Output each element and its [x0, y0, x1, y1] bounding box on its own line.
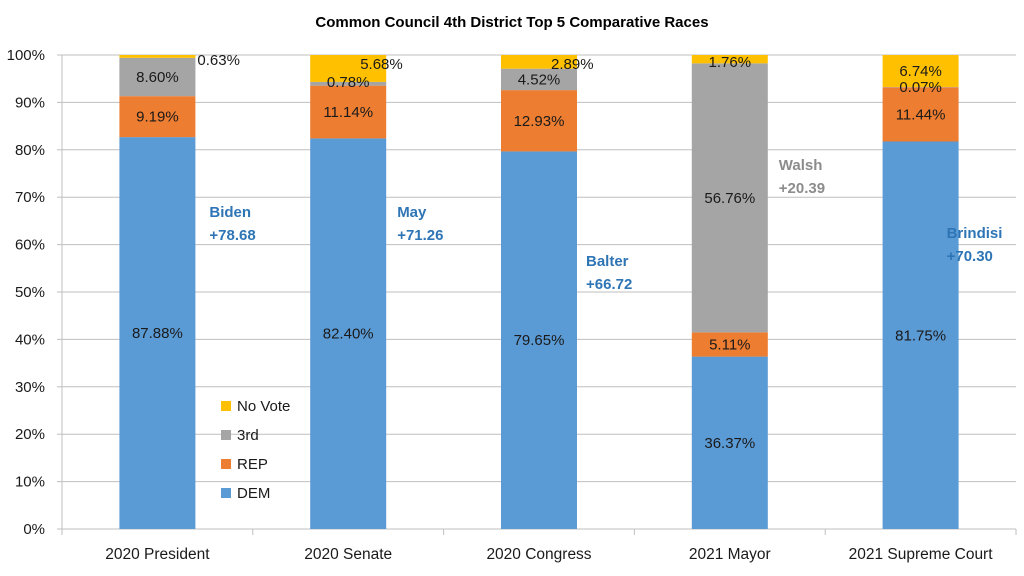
- annotation-winner-name: Biden: [209, 204, 251, 221]
- bar-segment-dem: [691, 356, 768, 529]
- y-tick-label: 70%: [15, 189, 45, 206]
- bar-segment-rep: [501, 90, 577, 152]
- data-label: 0.07%: [899, 79, 942, 96]
- legend: No Vote 3rd REP DEM: [221, 398, 290, 502]
- data-label: 4.52%: [518, 71, 561, 88]
- legend-swatch-no-vote: [221, 401, 231, 411]
- annotation-winner-name: Balter: [586, 253, 629, 270]
- data-label: 2.89%: [551, 56, 594, 73]
- y-tick-label: 100%: [7, 47, 45, 64]
- annotation-winner-margin: +71.26: [397, 227, 443, 244]
- bar-segment-rep: [882, 87, 959, 142]
- bar-segment-rep: [310, 85, 387, 139]
- data-label: 6.74%: [899, 63, 942, 80]
- data-label: 5.68%: [360, 56, 403, 73]
- legend-swatch-3rd: [221, 430, 231, 440]
- legend-swatch-rep: [221, 459, 231, 469]
- bar-segment-dem: [310, 138, 387, 529]
- annotation-winner-name: May: [397, 204, 427, 221]
- data-label: 82.40%: [323, 326, 374, 343]
- bar-segment-3rd: [119, 57, 196, 97]
- y-tick-label: 0%: [23, 521, 45, 538]
- x-tick-label: 2020 President: [105, 546, 210, 563]
- bar-segment-dem: [119, 137, 196, 529]
- legend-label: DEM: [237, 485, 270, 502]
- legend-label: REP: [237, 456, 268, 473]
- bar-segment-rep: [119, 96, 196, 138]
- x-tick-label: 2021 Supreme Court: [849, 546, 994, 563]
- annotation-winner-margin: +70.30: [947, 248, 993, 265]
- annotation-winner-name: Brindisi: [947, 225, 1003, 242]
- x-tick-label: 2020 Congress: [486, 546, 591, 563]
- y-tick-label: 60%: [15, 237, 45, 254]
- y-tick-label: 80%: [15, 142, 45, 159]
- y-tick-label: 20%: [15, 426, 45, 443]
- data-label: 1.76%: [709, 54, 752, 71]
- legend-label: 3rd: [237, 427, 259, 444]
- y-tick-label: 50%: [15, 284, 45, 301]
- bar-segment-no-vote: [882, 55, 959, 87]
- legend-swatch-dem: [221, 488, 231, 498]
- data-label: 5.11%: [709, 336, 750, 353]
- bar-segment-no-vote: [310, 55, 387, 82]
- legend-label: No Vote: [237, 398, 290, 415]
- bar-segment-dem: [882, 141, 959, 529]
- bar-segment-rep: [691, 332, 768, 357]
- y-tick-label: 40%: [15, 331, 45, 348]
- bar-segment-3rd: [501, 68, 577, 91]
- data-labels: 87.88%9.19%8.60%0.63%82.40%11.14%0.78%5.…: [132, 52, 946, 452]
- y-tick-label: 90%: [15, 94, 45, 111]
- annotation-winner-margin: +20.39: [779, 180, 825, 197]
- y-tick-label: 30%: [15, 379, 45, 396]
- data-label: 8.60%: [136, 69, 179, 86]
- x-tick-label: 2020 Senate: [304, 546, 392, 563]
- data-label: 12.93%: [514, 113, 565, 130]
- annotation-winner-name: Walsh: [779, 157, 823, 174]
- bars: [119, 55, 959, 529]
- data-label: 36.37%: [704, 435, 755, 452]
- bar-segment-3rd: [691, 63, 768, 333]
- y-axis: 0% 10% 20% 30% 40% 50% 60% 70% 80% 90% 100%: [7, 47, 63, 538]
- x-tick-label: 2021 Mayor: [689, 546, 771, 563]
- data-label: 11.44%: [896, 106, 946, 123]
- data-label: 56.76%: [704, 190, 755, 207]
- data-label: 0.78%: [327, 74, 370, 91]
- data-label: 11.14%: [323, 104, 373, 121]
- bar-segment-no-vote: [691, 55, 768, 64]
- y-tick-label: 10%: [15, 474, 45, 491]
- data-label: 79.65%: [514, 332, 565, 349]
- data-label: 81.75%: [895, 327, 946, 344]
- x-axis: 2020 President 2020 Senate 2020 Congress 20…: [61, 528, 1017, 563]
- bar-segment-no-vote: [501, 55, 577, 69]
- bar-segment-3rd: [310, 81, 387, 86]
- annotation-winner-margin: +78.68: [209, 227, 255, 244]
- annotation-winner-margin: +66.72: [586, 276, 632, 293]
- data-label: 9.19%: [136, 109, 179, 126]
- data-label: 0.63%: [197, 52, 240, 69]
- chart-title: Common Council 4th District Top 5 Compar…: [315, 14, 708, 31]
- bar-segment-dem: [501, 151, 577, 529]
- data-label: 87.88%: [132, 325, 183, 342]
- margin-annotations: Biden +78.68 May +71.26 Balter +66.72 Walsh +20…: [209, 157, 1002, 293]
- bar-segment-no-vote: [119, 55, 196, 58]
